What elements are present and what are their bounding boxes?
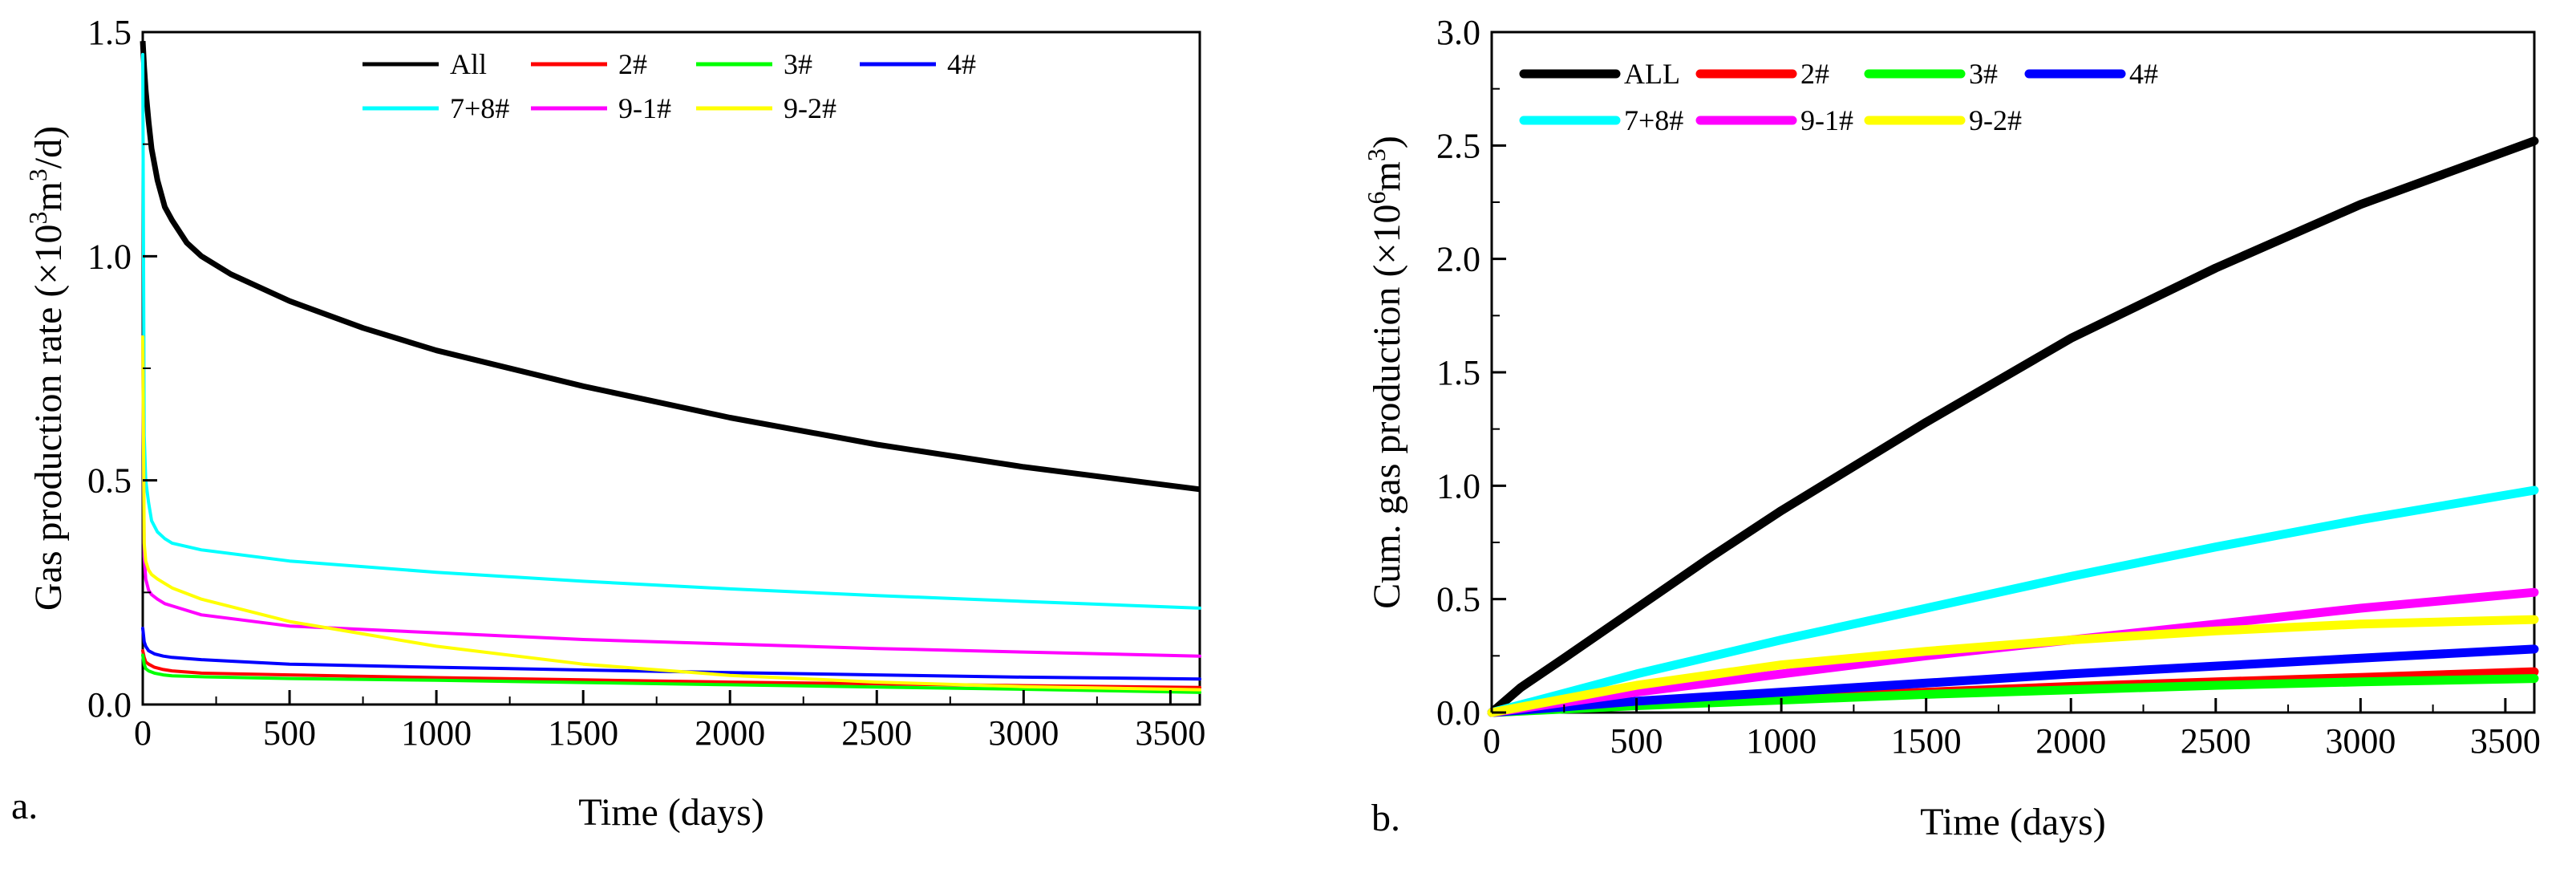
panel-b-label: b. [1371, 797, 1400, 839]
panel-a-series-line-7-8- [141, 52, 1201, 610]
panel-b-xtick-label: 1000 [1746, 721, 1817, 761]
panel-b-xlabel: Time (days) [1920, 801, 2106, 843]
panel-a-series-line-all [140, 41, 1201, 493]
panel-b-legend-label-all: ALL [1624, 58, 1680, 90]
panel-a-ytick-label: 1.0 [87, 237, 132, 276]
panel-a-series-line-2- [141, 649, 1201, 689]
panel-a-ytick-label: 1.5 [87, 13, 132, 52]
panel-a-label: a. [11, 785, 38, 827]
panel-b-xtick-label: 2500 [2181, 721, 2251, 761]
panel-a-series-line-4- [141, 627, 1201, 681]
panel-b-legend-label-2-: 2# [1800, 58, 1829, 90]
panel-a-ylabel: Gas production rate (×103m3/d) [23, 126, 70, 611]
panel-b-ytick-label: 1.5 [1436, 353, 1480, 392]
panel-a-legend-label-4-: 4# [947, 48, 976, 80]
panel-a-xtick-label: 3500 [1135, 713, 1205, 753]
panel-b-cumulative-chart: 0 500 1000 1500 2000 2500 3000 3500 0.0 0.5 1.0 1.5… [1362, 13, 2541, 843]
panel-b-ylabel: Cum. gas production (×106m3) [1362, 136, 1408, 609]
panel-b-ytick-label: 3.0 [1436, 13, 1480, 52]
panel-b-ytick-label: 2.0 [1436, 240, 1480, 279]
panel-b-series-line-3- [1487, 674, 2539, 717]
panel-b-xtick-label: 1500 [1891, 721, 1962, 761]
panel-b-series-line-all [1487, 136, 2539, 717]
panel-b-ytick-label: 1.0 [1436, 466, 1480, 506]
panel-a-series-line-9-1- [141, 335, 1201, 658]
panel-a-xtick-label: 500 [263, 713, 316, 753]
panel-a-series-line-3- [141, 653, 1201, 694]
panel-b-legend-label-4-: 4# [2129, 58, 2158, 90]
panel-b-xtick-label: 3000 [2325, 721, 2396, 761]
panel-b-xtick-label: 0 [1483, 721, 1501, 761]
panel-b-series-line-7-8- [1487, 485, 2539, 717]
panel-a-xtick-label: 0 [134, 713, 152, 753]
panel-a-series-line-9-2- [141, 335, 1201, 692]
panel-a-ytick-label: 0.0 [87, 685, 132, 725]
panel-a-xtick-label: 2000 [695, 713, 765, 753]
panel-a-legend-label-9-1-: 9-1# [618, 92, 671, 124]
panel-a-legend-label-7-8-: 7+8# [450, 92, 509, 124]
panel-b-ytick-label: 0.0 [1436, 693, 1480, 733]
panel-b-legend-label-9-1-: 9-1# [1800, 104, 1853, 136]
panel-a-xtick-label: 2500 [841, 713, 912, 753]
panel-a-xtick-label: 1500 [548, 713, 618, 753]
panel-b-series-line-9-2- [1487, 615, 2539, 717]
panel-a-rate-chart: 0 500 1000 1500 2000 2500 3000 3500 0.0 0.5 1.0 1.5… [11, 13, 1205, 834]
panel-b-series-line-4- [1487, 644, 2539, 717]
panel-b-legend-label-9-2-: 9-2# [1969, 104, 2022, 136]
panel-a-legend-label-9-2-: 9-2# [784, 92, 836, 124]
panel-b-xtick-label: 3500 [2470, 721, 2541, 761]
panel-b-legend-label-3-: 3# [1969, 58, 1998, 90]
panel-a-xtick-label: 3000 [988, 713, 1059, 753]
panel-a-legend-label-all: All [450, 48, 487, 80]
panel-a-legend-label-3-: 3# [784, 48, 812, 80]
panel-a-xtick-label: 1000 [401, 713, 472, 753]
panel-b-legend-label-7-8-: 7+8# [1624, 104, 1683, 136]
panel-a-xlabel: Time (days) [578, 791, 764, 834]
panel-b-xtick-label: 2000 [2035, 721, 2106, 761]
panel-a-ytick-label: 0.5 [87, 461, 132, 501]
panel-b-ytick-label: 0.5 [1436, 580, 1480, 619]
panel-a-legend-label-2-: 2# [618, 48, 647, 80]
panel-b-ytick-label: 2.5 [1436, 126, 1480, 165]
panel-b-xtick-label: 500 [1610, 721, 1663, 761]
